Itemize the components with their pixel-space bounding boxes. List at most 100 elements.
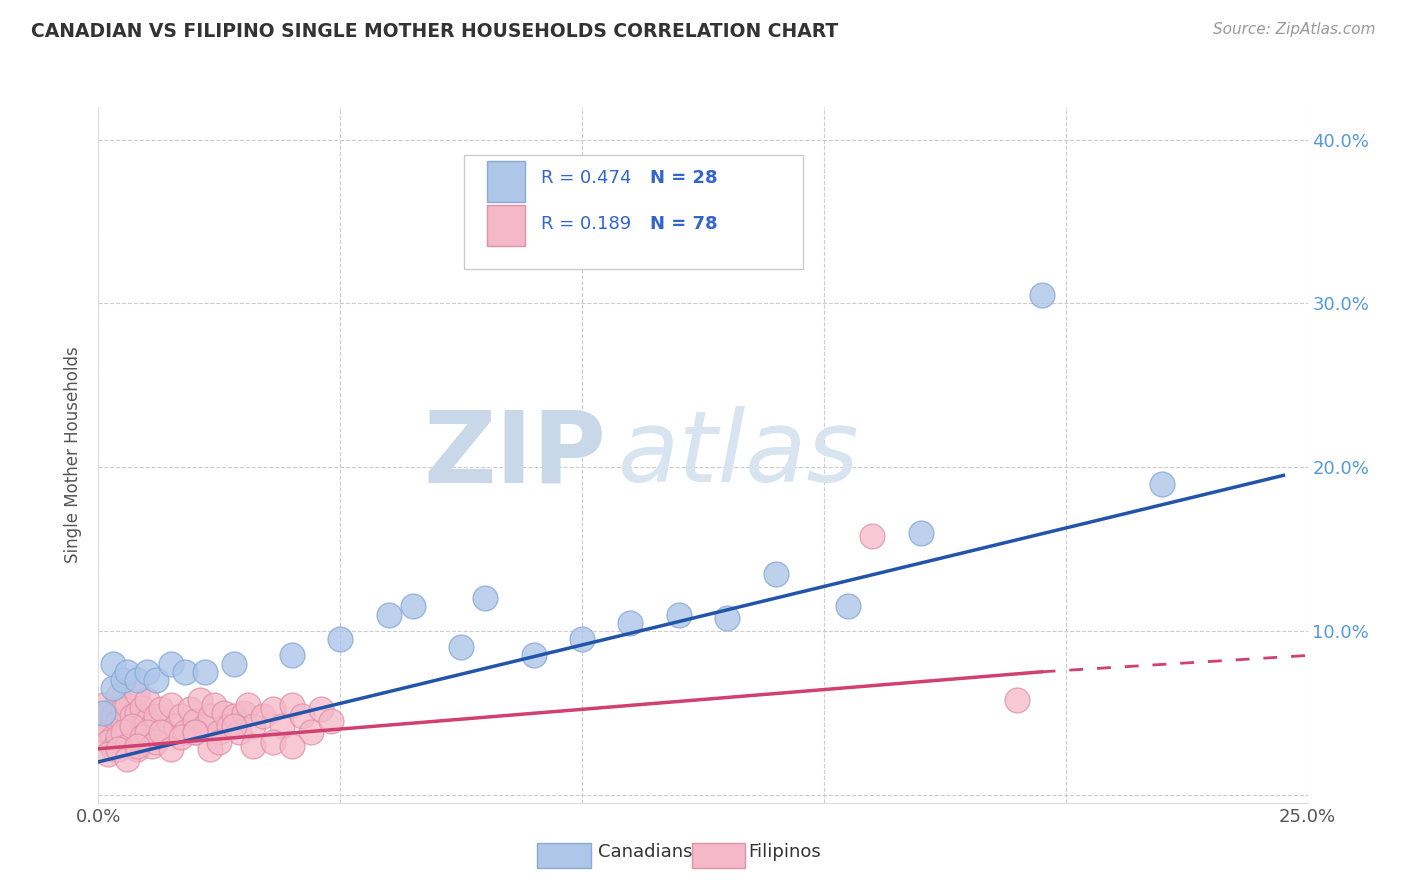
- Point: [111, 725, 134, 739]
- Point: [319, 714, 342, 728]
- Point: [232, 706, 254, 720]
- Text: Source: ZipAtlas.com: Source: ZipAtlas.com: [1212, 22, 1375, 37]
- Point: [117, 739, 139, 753]
- Point: [1007, 692, 1029, 706]
- Point: [309, 702, 332, 716]
- FancyBboxPatch shape: [486, 161, 526, 202]
- Point: [198, 741, 221, 756]
- Point: [281, 698, 304, 712]
- Point: [150, 702, 173, 716]
- Point: [97, 706, 120, 720]
- Point: [174, 665, 197, 679]
- Point: [111, 702, 134, 716]
- Point: [91, 706, 114, 720]
- Point: [281, 739, 304, 753]
- Point: [208, 735, 231, 749]
- Text: atlas: atlas: [619, 407, 860, 503]
- Point: [97, 725, 120, 739]
- Text: R = 0.474: R = 0.474: [541, 169, 631, 187]
- Point: [222, 709, 245, 723]
- Point: [165, 719, 187, 733]
- Text: Canadians: Canadians: [598, 843, 692, 861]
- Point: [402, 599, 425, 614]
- Point: [174, 725, 197, 739]
- Point: [145, 709, 167, 723]
- Point: [107, 731, 129, 745]
- Point: [135, 725, 157, 739]
- Point: [111, 673, 134, 687]
- FancyBboxPatch shape: [464, 155, 803, 269]
- Text: ZIP: ZIP: [423, 407, 606, 503]
- Point: [111, 719, 134, 733]
- Point: [127, 706, 149, 720]
- Point: [91, 722, 114, 736]
- Point: [910, 525, 932, 540]
- Text: N = 28: N = 28: [650, 169, 717, 187]
- Point: [765, 566, 787, 581]
- Point: [135, 665, 157, 679]
- Point: [117, 751, 139, 765]
- Point: [145, 735, 167, 749]
- Point: [474, 591, 496, 606]
- Point: [127, 739, 149, 753]
- Point: [131, 701, 153, 715]
- Text: R = 0.189: R = 0.189: [541, 215, 631, 233]
- Point: [127, 686, 149, 700]
- Point: [121, 719, 143, 733]
- Point: [188, 692, 211, 706]
- Point: [160, 698, 183, 712]
- Point: [101, 709, 124, 723]
- Point: [127, 741, 149, 756]
- Point: [127, 673, 149, 687]
- Point: [107, 714, 129, 728]
- Point: [450, 640, 472, 655]
- Point: [117, 698, 139, 712]
- Point: [523, 648, 546, 663]
- Point: [212, 706, 235, 720]
- Point: [860, 529, 883, 543]
- Point: [377, 607, 399, 622]
- Point: [184, 714, 207, 728]
- Point: [194, 719, 217, 733]
- Point: [271, 719, 294, 733]
- Point: [101, 681, 124, 696]
- Point: [107, 690, 129, 704]
- Point: [228, 725, 250, 739]
- Point: [107, 741, 129, 756]
- Point: [91, 698, 114, 712]
- Point: [571, 632, 593, 646]
- Point: [218, 719, 240, 733]
- Point: [101, 657, 124, 671]
- Point: [97, 747, 120, 761]
- Point: [194, 665, 217, 679]
- Point: [262, 735, 284, 749]
- Point: [238, 698, 260, 712]
- Point: [135, 714, 157, 728]
- Point: [117, 725, 139, 739]
- Point: [208, 725, 231, 739]
- Point: [184, 725, 207, 739]
- Point: [716, 611, 738, 625]
- Point: [141, 719, 163, 733]
- Point: [242, 719, 264, 733]
- Point: [121, 709, 143, 723]
- Point: [204, 698, 226, 712]
- Point: [160, 657, 183, 671]
- Point: [252, 709, 274, 723]
- Point: [101, 731, 124, 745]
- Point: [131, 731, 153, 745]
- Point: [117, 665, 139, 679]
- Point: [155, 725, 177, 739]
- Point: [198, 709, 221, 723]
- Point: [668, 607, 690, 622]
- Point: [131, 722, 153, 736]
- Point: [121, 731, 143, 745]
- Point: [150, 725, 173, 739]
- Point: [169, 731, 191, 745]
- Point: [290, 709, 312, 723]
- Point: [101, 741, 124, 756]
- Point: [837, 599, 859, 614]
- Text: CANADIAN VS FILIPINO SINGLE MOTHER HOUSEHOLDS CORRELATION CHART: CANADIAN VS FILIPINO SINGLE MOTHER HOUSE…: [31, 22, 838, 41]
- Point: [222, 657, 245, 671]
- Point: [135, 692, 157, 706]
